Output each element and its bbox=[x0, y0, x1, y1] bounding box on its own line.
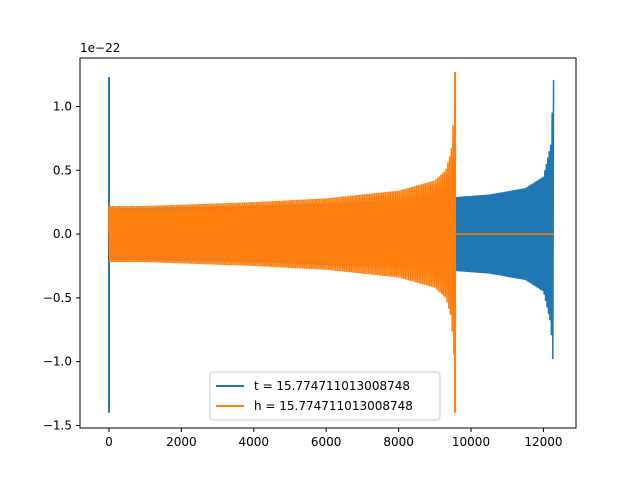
plot-area bbox=[107, 72, 555, 413]
offset-label: 1e−22 bbox=[80, 41, 120, 55]
y-tick-label: 0.5 bbox=[53, 163, 72, 177]
y-tick-label: −0.5 bbox=[43, 291, 72, 305]
axes-frame bbox=[79, 57, 577, 429]
legend-label-h: h = 15.774711013008748 bbox=[254, 399, 413, 413]
legend: t = 15.774711013008748 h = 15.7747110130… bbox=[209, 371, 441, 421]
y-tick-label: 0.0 bbox=[53, 227, 72, 241]
x-tick-label: 0 bbox=[105, 435, 113, 449]
legend-label-t: t = 15.774711013008748 bbox=[254, 379, 410, 393]
x-tick-label: 4000 bbox=[239, 435, 270, 449]
y-tick-label: 1.0 bbox=[53, 99, 72, 113]
y-tick-label: −1.5 bbox=[43, 418, 72, 432]
x-tick-label: 2000 bbox=[166, 435, 197, 449]
x-tick-label: 8000 bbox=[383, 435, 414, 449]
series-h-line bbox=[108, 82, 456, 355]
y-tick-label: −1.0 bbox=[43, 355, 72, 369]
legend-box bbox=[209, 371, 441, 421]
x-tick-label: 10000 bbox=[452, 435, 490, 449]
axis-ticks: 0 2000 4000 6000 8000 10000 12000 −1.5 −1.0 −0.5 0… bbox=[43, 99, 563, 449]
x-tick-label: 12000 bbox=[524, 435, 562, 449]
x-tick-label: 6000 bbox=[311, 435, 342, 449]
